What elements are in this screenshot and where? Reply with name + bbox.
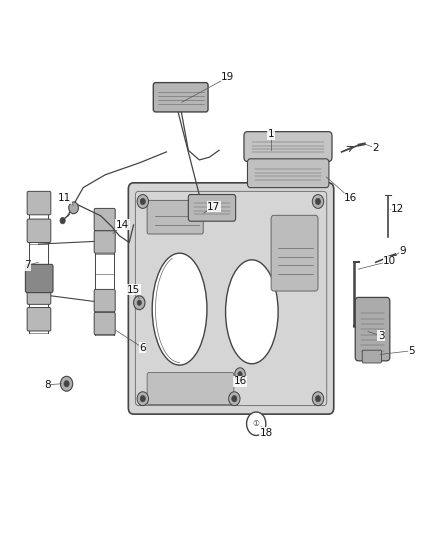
Circle shape (232, 395, 237, 402)
Circle shape (140, 198, 145, 205)
Circle shape (60, 376, 73, 391)
Circle shape (229, 392, 240, 406)
Text: 14: 14 (116, 220, 129, 230)
Text: 5: 5 (408, 346, 415, 356)
FancyBboxPatch shape (188, 195, 236, 221)
Text: 18: 18 (260, 428, 273, 438)
Text: 15: 15 (127, 285, 140, 295)
FancyBboxPatch shape (27, 191, 51, 215)
FancyBboxPatch shape (362, 350, 381, 363)
Circle shape (315, 395, 321, 402)
Text: 9: 9 (399, 246, 406, 255)
Circle shape (235, 368, 245, 381)
Circle shape (137, 195, 148, 208)
Circle shape (247, 412, 266, 435)
Text: 11: 11 (58, 193, 71, 203)
Text: 7: 7 (24, 261, 31, 270)
FancyBboxPatch shape (128, 183, 334, 414)
Circle shape (315, 198, 321, 205)
FancyBboxPatch shape (271, 215, 318, 291)
Text: 16: 16 (233, 376, 247, 386)
Circle shape (312, 195, 324, 208)
Circle shape (137, 300, 141, 305)
FancyBboxPatch shape (147, 200, 203, 234)
Circle shape (238, 372, 242, 377)
Circle shape (134, 296, 145, 310)
FancyBboxPatch shape (27, 308, 51, 331)
Text: 6: 6 (139, 343, 146, 352)
FancyBboxPatch shape (244, 132, 332, 161)
FancyBboxPatch shape (355, 297, 390, 361)
FancyBboxPatch shape (94, 312, 115, 335)
Circle shape (137, 392, 148, 406)
FancyBboxPatch shape (247, 159, 329, 188)
FancyBboxPatch shape (147, 373, 234, 405)
FancyBboxPatch shape (27, 281, 51, 304)
Text: 8: 8 (44, 380, 51, 390)
Circle shape (69, 202, 78, 214)
Text: 16: 16 (344, 193, 357, 203)
Circle shape (140, 395, 145, 402)
FancyBboxPatch shape (25, 264, 53, 293)
Ellipse shape (226, 260, 278, 364)
Text: 3: 3 (378, 331, 385, 341)
Text: 1: 1 (267, 130, 274, 139)
Text: ①: ① (253, 419, 260, 428)
FancyBboxPatch shape (153, 83, 208, 112)
Text: 19: 19 (221, 72, 234, 82)
Circle shape (64, 381, 69, 387)
FancyBboxPatch shape (94, 208, 115, 231)
Circle shape (312, 392, 324, 406)
Ellipse shape (152, 253, 207, 365)
Circle shape (60, 217, 65, 224)
FancyBboxPatch shape (94, 289, 115, 312)
FancyBboxPatch shape (94, 231, 115, 253)
Text: 2: 2 (372, 143, 379, 153)
Text: 12: 12 (391, 204, 404, 214)
FancyBboxPatch shape (27, 219, 51, 243)
Text: 17: 17 (207, 202, 220, 212)
Text: 10: 10 (383, 256, 396, 266)
